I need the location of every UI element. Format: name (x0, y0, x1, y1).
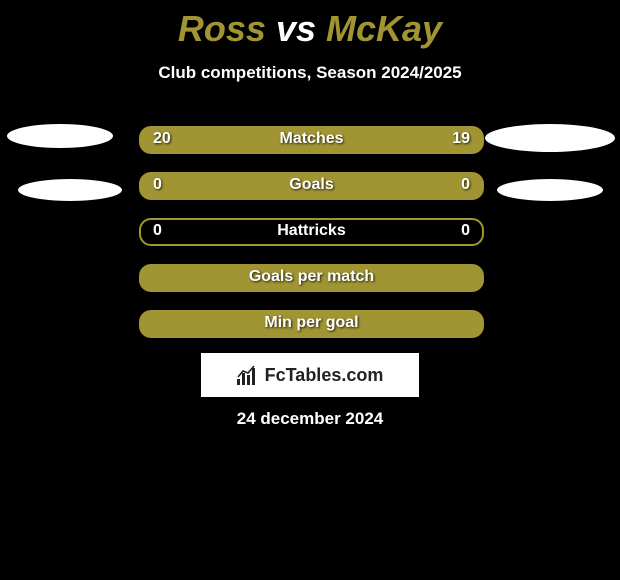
stat-bar-goals: 0Goals0 (139, 172, 484, 200)
source-badge: FcTables.com (201, 353, 419, 397)
stat-right: 0 (461, 176, 470, 194)
stat-label: Goals per match (141, 268, 482, 286)
stat-label: Hattricks (141, 222, 482, 240)
stat-label: Matches (141, 130, 482, 148)
player2-name: McKay (326, 8, 442, 49)
stat-right: 19 (452, 130, 470, 148)
subtitle: Club competitions, Season 2024/2025 (0, 63, 620, 83)
stat-bar-goals-per-match: Goals per match (139, 264, 484, 292)
stat-label: Goals (141, 176, 482, 194)
vs-text: vs (266, 8, 326, 49)
stat-bar-hattricks: 0Hattricks0 (139, 218, 484, 246)
player1-marker-small (18, 179, 122, 201)
page-title: Ross vs McKay (0, 8, 620, 50)
stat-bar-matches: 20Matches19 (139, 126, 484, 154)
stat-bar-min-per-goal: Min per goal (139, 310, 484, 338)
stat-label: Min per goal (141, 314, 482, 332)
player1-name: Ross (178, 8, 266, 49)
source-text: FcTables.com (265, 365, 384, 386)
player2-marker-small (497, 179, 603, 201)
stat-right: 0 (461, 222, 470, 240)
date-text: 24 december 2024 (0, 409, 620, 429)
bars-icon (237, 365, 259, 385)
player1-marker-large (7, 124, 113, 148)
player2-marker-large (485, 124, 615, 152)
